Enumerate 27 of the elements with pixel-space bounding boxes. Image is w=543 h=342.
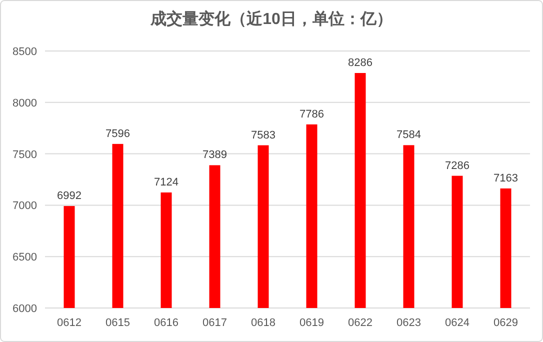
y-tick-label: 6000 xyxy=(12,303,37,315)
x-tick-label: 0615 xyxy=(106,317,130,329)
data-label: 8286 xyxy=(348,57,372,69)
data-label: 7389 xyxy=(202,149,227,162)
y-tick-label: 8000 xyxy=(12,97,37,110)
x-tick-label: 0618 xyxy=(251,317,276,329)
data-label: 7584 xyxy=(396,129,421,142)
x-tick-label: 0629 xyxy=(494,317,518,329)
data-label: 7596 xyxy=(106,128,130,140)
x-tick-label: 0624 xyxy=(445,317,470,329)
x-tick-label: 0612 xyxy=(57,317,82,329)
x-tick-label: 0617 xyxy=(202,317,227,329)
data-label: 7583 xyxy=(251,129,276,142)
data-label: 7163 xyxy=(494,172,518,184)
y-tick-label: 7500 xyxy=(12,148,37,161)
x-tick-label: 0619 xyxy=(300,317,324,329)
data-label: 7124 xyxy=(154,176,178,188)
data-label: 7286 xyxy=(445,160,470,172)
chart-title: 成交量变化（近10日，单位：亿） xyxy=(150,9,392,28)
y-tick-label: 8500 xyxy=(12,46,37,58)
x-tick-label: 0616 xyxy=(154,317,178,329)
x-tick-label: 0622 xyxy=(348,317,372,329)
y-tick-label: 7000 xyxy=(12,200,37,212)
data-label: 7786 xyxy=(300,108,324,120)
x-tick-label: 0623 xyxy=(396,317,421,329)
data-label: 6992 xyxy=(57,190,82,202)
y-tick-label: 6500 xyxy=(12,252,37,264)
